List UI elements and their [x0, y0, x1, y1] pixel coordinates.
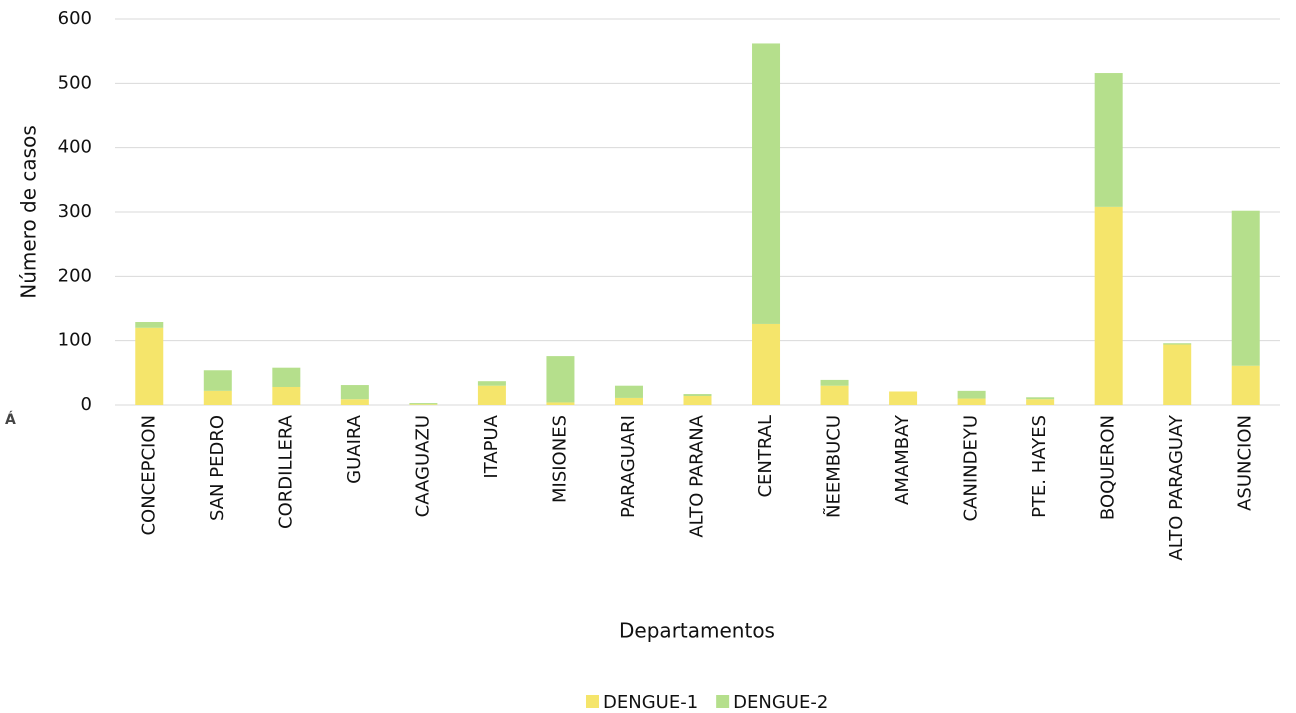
x-axis-title: Departamentos	[619, 619, 775, 643]
bar-segment	[1026, 397, 1055, 400]
bar-segment	[957, 390, 986, 399]
bar-segment	[752, 323, 781, 405]
x-tick-label: MISIONES	[549, 415, 570, 503]
bar-segment	[1026, 399, 1055, 405]
bar-segment	[135, 327, 164, 405]
y-tick-label: 600	[58, 8, 92, 29]
bar-segment	[546, 402, 575, 405]
bar-segment	[614, 385, 643, 398]
x-tick-label: ALTO PARANA	[687, 414, 708, 537]
y-axis-title: Número de casos	[17, 125, 41, 299]
bar-segment	[820, 379, 849, 386]
bar-segment	[1231, 210, 1260, 366]
x-tick-label: GUAIRA	[344, 414, 365, 484]
bar-segment	[683, 395, 712, 405]
x-tick-label: PARAGUARI	[618, 415, 639, 518]
bar-segment	[683, 394, 712, 396]
x-tick-label: CORDILLERA	[275, 414, 296, 529]
x-tick-label: SAN PEDRO	[207, 415, 228, 521]
bar-segment	[203, 370, 232, 391]
bar-segment	[820, 385, 849, 405]
bar-segment	[409, 403, 438, 405]
side-text: Á	[5, 411, 16, 428]
bar-segment	[272, 367, 301, 387]
bar-segment	[340, 385, 369, 400]
bar-segment	[409, 404, 438, 405]
x-tick-label: CONCEPCION	[138, 415, 159, 536]
bar-segment	[546, 356, 575, 403]
bar-segment	[1163, 344, 1192, 405]
bar-segment	[203, 390, 232, 405]
x-tick-label: ALTO PARAGUAY	[1166, 414, 1187, 561]
bar-segment	[477, 381, 506, 386]
legend-swatch	[586, 695, 599, 708]
bar-segment	[1163, 343, 1192, 345]
x-tick-label: ASUNCION	[1235, 415, 1256, 511]
x-tick-label: CANINDEYU	[961, 415, 982, 522]
x-tick-label: PTE. HAYES	[1029, 415, 1050, 518]
y-tick-label: 500	[58, 72, 92, 93]
bar-segment	[752, 43, 781, 324]
bar-segment	[477, 385, 506, 405]
bar-segment	[272, 386, 301, 405]
legend-label: DENGUE-1	[603, 692, 698, 713]
x-tick-label: AMAMBAY	[892, 414, 913, 505]
bar-segment	[1231, 365, 1260, 405]
bar-segment	[1094, 73, 1123, 207]
bar-segment	[957, 398, 986, 405]
x-tick-label: ÑEEMBUCU	[823, 415, 845, 518]
legend-label: DENGUE-2	[733, 692, 828, 713]
x-tick-label: CAAGUAZU	[412, 415, 433, 517]
y-tick-label: 400	[58, 137, 92, 158]
bar-segment	[614, 397, 643, 405]
legend-swatch	[716, 695, 730, 708]
x-tick-label: BOQUERON	[1098, 415, 1119, 520]
y-tick-label: 100	[58, 330, 92, 351]
y-tick-label: 0	[81, 394, 92, 415]
y-tick-label: 200	[58, 265, 92, 286]
y-tick-label: 300	[58, 201, 92, 222]
bar-segment	[340, 399, 369, 405]
x-tick-label: CENTRAL	[755, 415, 776, 498]
bar-segment	[1094, 206, 1123, 405]
bar-segment	[889, 391, 918, 405]
x-tick-label: ITAPUA	[481, 414, 502, 478]
bar-segment	[135, 322, 164, 328]
